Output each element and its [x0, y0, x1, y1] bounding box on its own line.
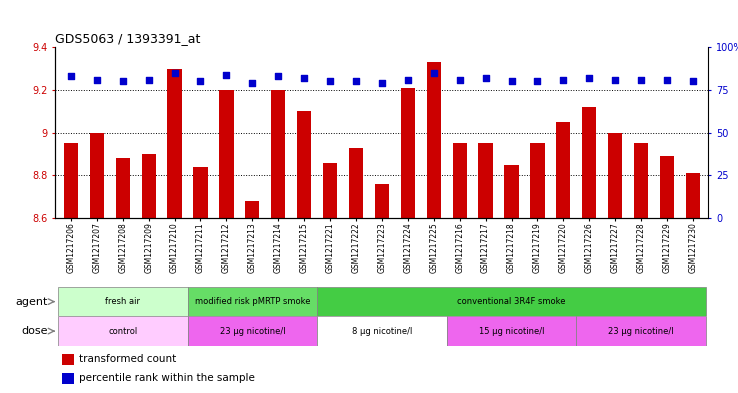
Point — [91, 77, 103, 83]
Bar — [187, 287, 317, 316]
Point — [324, 78, 336, 84]
Bar — [63, 143, 78, 218]
Bar — [58, 316, 187, 346]
Bar — [245, 201, 260, 218]
Point — [661, 77, 673, 83]
Point — [480, 75, 492, 81]
Text: dose: dose — [21, 326, 47, 336]
Bar — [168, 68, 182, 218]
Bar — [62, 354, 74, 365]
Bar — [116, 158, 130, 218]
Point — [169, 70, 181, 76]
Text: 23 μg nicotine/l: 23 μg nicotine/l — [608, 327, 674, 336]
Bar — [478, 143, 493, 218]
Text: percentile rank within the sample: percentile rank within the sample — [79, 373, 255, 383]
Bar — [297, 111, 311, 218]
Bar — [576, 316, 706, 346]
Point — [506, 78, 517, 84]
Point — [298, 75, 310, 81]
Bar — [58, 287, 187, 316]
Bar — [271, 90, 286, 218]
Bar — [375, 184, 389, 218]
Bar — [187, 316, 317, 346]
Bar — [142, 154, 156, 218]
Bar — [556, 122, 570, 218]
Bar — [193, 167, 207, 218]
Bar — [62, 373, 74, 384]
Point — [610, 77, 621, 83]
Point — [246, 80, 258, 86]
Bar — [427, 62, 441, 218]
Point — [531, 78, 543, 84]
Bar — [349, 148, 363, 218]
Text: fresh air: fresh air — [106, 297, 140, 306]
Bar — [219, 90, 233, 218]
Text: agent: agent — [15, 297, 47, 307]
Point — [376, 80, 388, 86]
Bar — [452, 143, 467, 218]
Bar — [582, 107, 596, 218]
Bar — [446, 316, 576, 346]
Text: transformed count: transformed count — [79, 354, 176, 364]
Text: 8 μg nicotine/l: 8 μg nicotine/l — [352, 327, 412, 336]
Text: 23 μg nicotine/l: 23 μg nicotine/l — [219, 327, 285, 336]
Point — [350, 78, 362, 84]
Bar — [401, 88, 415, 218]
Text: GDS5063 / 1393391_at: GDS5063 / 1393391_at — [55, 31, 201, 44]
Point — [142, 77, 154, 83]
Point — [687, 78, 699, 84]
Bar — [90, 133, 104, 218]
Point — [117, 78, 128, 84]
Point — [454, 77, 466, 83]
Point — [272, 73, 284, 79]
Bar — [660, 156, 674, 218]
Point — [635, 77, 647, 83]
Bar — [608, 133, 622, 218]
Point — [557, 77, 569, 83]
Bar — [317, 287, 706, 316]
Text: 15 μg nicotine/l: 15 μg nicotine/l — [479, 327, 544, 336]
Point — [583, 75, 595, 81]
Point — [402, 77, 414, 83]
Point — [428, 70, 440, 76]
Bar — [504, 165, 519, 218]
Point — [195, 78, 207, 84]
Bar — [686, 173, 700, 218]
Point — [65, 73, 77, 79]
Text: conventional 3R4F smoke: conventional 3R4F smoke — [458, 297, 566, 306]
Point — [221, 72, 232, 78]
Text: modified risk pMRTP smoke: modified risk pMRTP smoke — [195, 297, 310, 306]
Text: control: control — [108, 327, 137, 336]
Bar — [317, 316, 446, 346]
Bar — [634, 143, 648, 218]
Bar — [531, 143, 545, 218]
Bar — [323, 163, 337, 218]
